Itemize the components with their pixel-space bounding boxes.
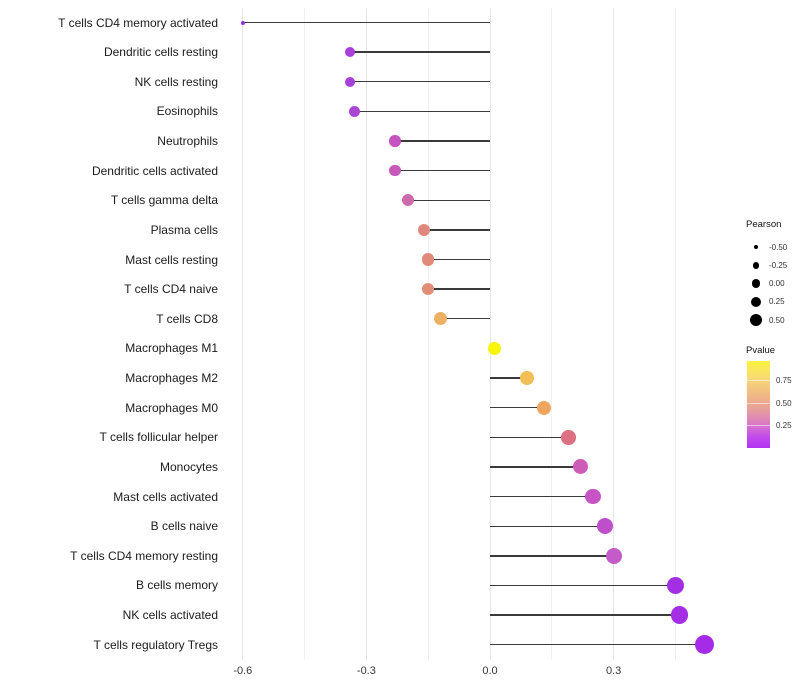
- pvalue-tick-label: 0.50: [776, 398, 792, 408]
- gridline-minor: [427, 8, 429, 660]
- lollipop-dot: [487, 341, 501, 355]
- legend-pearson-dot: [752, 262, 760, 269]
- lollipop-stem: [490, 525, 606, 527]
- lollipop-stem: [490, 436, 569, 438]
- lollipop-stem: [490, 584, 676, 587]
- category-label: B cells memory: [135, 578, 218, 593]
- lollipop-dot: [520, 371, 534, 385]
- lollipop-stem: [407, 199, 490, 201]
- pvalue-tick-label: 0.75: [776, 375, 792, 385]
- lollipop-dot: [670, 606, 689, 624]
- gridline-minor: [674, 8, 676, 660]
- legend-pearson-label: 0.25: [769, 297, 785, 307]
- gridline-minor: [304, 8, 306, 660]
- lollipop-stem: [395, 169, 490, 172]
- legend-pearson-dot: [753, 244, 759, 250]
- legend-pearson-dot: [750, 296, 762, 307]
- lollipop-stem: [349, 51, 490, 53]
- lollipop-dot: [536, 400, 551, 415]
- lollipop-stem: [424, 229, 490, 231]
- lollipop-dot: [434, 312, 448, 326]
- pvalue-tick-label: 0.25: [776, 420, 792, 430]
- lollipop-dot: [666, 576, 685, 595]
- gridline-major: [365, 8, 367, 660]
- category-label: Mast cells activated: [113, 489, 218, 504]
- lollipop-dot: [401, 194, 414, 207]
- x-tick-label: -0.3: [356, 665, 376, 677]
- lollipop-dot: [421, 253, 435, 266]
- category-label: T cells CD4 naive: [124, 282, 218, 297]
- category-label: B cells naive: [150, 519, 218, 534]
- lollipop-stem: [490, 644, 705, 646]
- lollipop-stem: [428, 288, 490, 290]
- legend-pearson-label: -0.25: [769, 260, 788, 270]
- category-label: T cells CD4 memory activated: [58, 15, 218, 30]
- lollipop-stem: [428, 258, 490, 261]
- gridline-major: [613, 8, 615, 660]
- category-label: T cells CD4 memory resting: [70, 548, 218, 563]
- lollipop-stem: [490, 614, 680, 616]
- category-label: Monocytes: [159, 459, 218, 474]
- pvalue-tick-mark: [747, 403, 770, 404]
- x-tick-label: 0.3: [605, 665, 622, 677]
- lollipop-dot: [585, 488, 601, 505]
- lollipop-dot: [421, 282, 435, 296]
- legend-pearson-label: 0.00: [769, 279, 785, 288]
- category-label: T cells CD8: [156, 311, 218, 326]
- lollipop-stem: [440, 318, 490, 320]
- lollipop-dot: [597, 518, 614, 535]
- x-tick-label: -0.6: [233, 665, 253, 677]
- category-label: Dendritic cells activated: [91, 163, 218, 178]
- lollipop-dot: [348, 105, 360, 117]
- legend-pearson-title: Pearson: [746, 219, 782, 230]
- category-label: Neutrophils: [157, 134, 218, 149]
- lollipop-stem: [490, 377, 528, 379]
- lollipop-dot: [573, 459, 589, 475]
- category-label: Macrophages M2: [125, 371, 218, 386]
- category-label: NK cells resting: [134, 74, 218, 89]
- lollipop-dot: [561, 430, 576, 445]
- pvalue-gradient-bar: [747, 361, 770, 448]
- lollipop-stem: [490, 466, 581, 468]
- pvalue-tick-mark: [747, 380, 770, 381]
- lollipop-stem: [395, 140, 490, 142]
- category-label: Macrophages M0: [125, 400, 218, 415]
- legend-pearson-label: -0.50: [769, 242, 788, 252]
- category-label: Macrophages M1: [125, 341, 218, 356]
- lollipop-dot: [605, 547, 622, 564]
- category-label: Eosinophils: [156, 104, 218, 119]
- lollipop-dot: [344, 76, 356, 87]
- lollipop-dot: [344, 46, 356, 58]
- legend-pvalue-title: Pvalue: [746, 345, 776, 356]
- lollipop-dot: [389, 164, 401, 177]
- lollipop-dot: [240, 20, 245, 25]
- pvalue-tick-mark: [747, 425, 770, 426]
- lollipop-dot: [417, 223, 431, 237]
- category-label: T cells gamma delta: [110, 193, 218, 208]
- gridline-major: [242, 8, 244, 660]
- lollipop-stem: [242, 21, 490, 24]
- lollipop-dot: [694, 635, 714, 655]
- lollipop-stem: [354, 110, 490, 113]
- legend-pearson-dot: [751, 279, 761, 288]
- lollipop-stem: [490, 495, 593, 498]
- category-label: NK cells activated: [122, 608, 218, 623]
- gridline-minor: [551, 8, 553, 660]
- lollipop-stem: [490, 555, 614, 557]
- category-label: Plasma cells: [150, 222, 218, 237]
- category-label: T cells follicular helper: [99, 430, 219, 445]
- lollipop-stem: [349, 81, 490, 83]
- legend-pearson-dot: [749, 313, 763, 327]
- legend-pearson-label: 0.50: [769, 315, 785, 325]
- x-tick-label: 0.0: [482, 665, 498, 677]
- category-label: Mast cells resting: [125, 252, 218, 267]
- gridline-major: [489, 8, 491, 660]
- category-label: T cells regulatory Tregs: [93, 637, 219, 652]
- category-label: Dendritic cells resting: [103, 45, 218, 60]
- lollipop-stem: [490, 406, 544, 409]
- lollipop-dot: [389, 135, 401, 147]
